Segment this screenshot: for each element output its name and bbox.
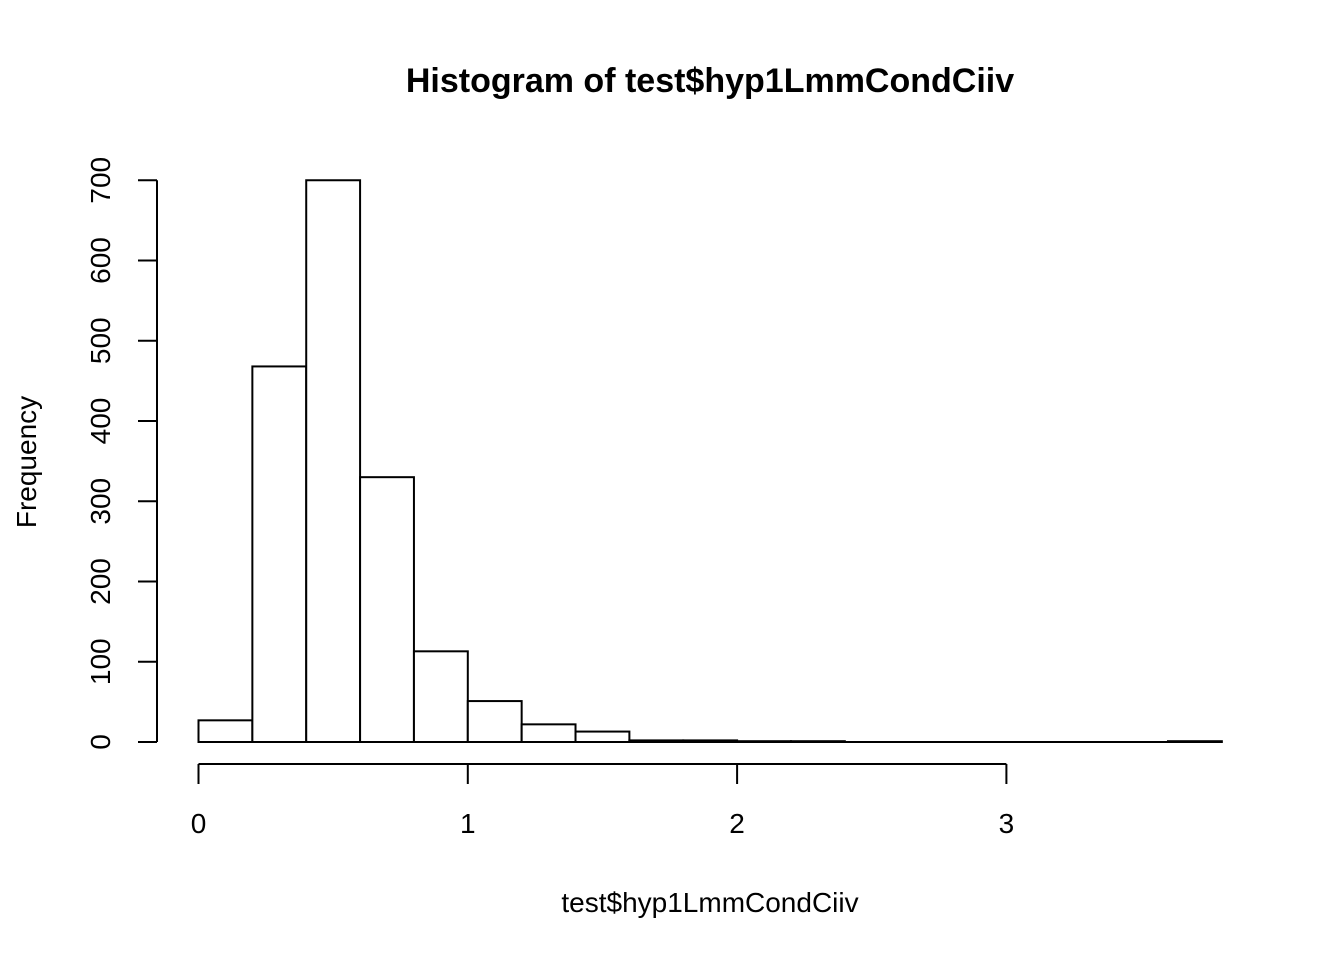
histogram-bar bbox=[466, 700, 523, 744]
x-tick-label: 2 bbox=[729, 808, 745, 839]
x-tick-label: 0 bbox=[191, 808, 207, 839]
histogram-bars bbox=[197, 179, 1223, 744]
y-tick-label: 400 bbox=[85, 398, 116, 445]
y-tick-label: 300 bbox=[85, 478, 116, 525]
histogram-bar bbox=[574, 730, 631, 744]
histogram-bar bbox=[412, 650, 469, 744]
histogram-bar bbox=[359, 476, 415, 743]
y-tick-label: 600 bbox=[85, 237, 116, 284]
x-tick-label: 3 bbox=[999, 808, 1015, 839]
histogram-bar bbox=[197, 719, 254, 744]
histogram-bar bbox=[305, 179, 362, 743]
y-tick-label: 500 bbox=[85, 317, 116, 364]
y-axis: 0 100 200 300 400 500 600 700 bbox=[85, 157, 158, 750]
y-tick-label: 700 bbox=[85, 157, 116, 204]
chart-title: Histogram of test$hyp1LmmCondCiiv bbox=[406, 62, 1014, 100]
y-tick-label: 100 bbox=[85, 638, 116, 685]
histogram-bar bbox=[520, 723, 577, 743]
y-tick-label: 0 bbox=[85, 734, 116, 750]
y-axis-label: Frequency bbox=[11, 396, 42, 528]
histogram-bar bbox=[251, 365, 308, 743]
x-tick-label: 1 bbox=[460, 808, 476, 839]
x-axis-label: test$hyp1LmmCondCiiv bbox=[561, 887, 858, 918]
y-tick-label: 200 bbox=[85, 558, 116, 605]
x-axis: 0 1 2 3 bbox=[191, 763, 1015, 839]
